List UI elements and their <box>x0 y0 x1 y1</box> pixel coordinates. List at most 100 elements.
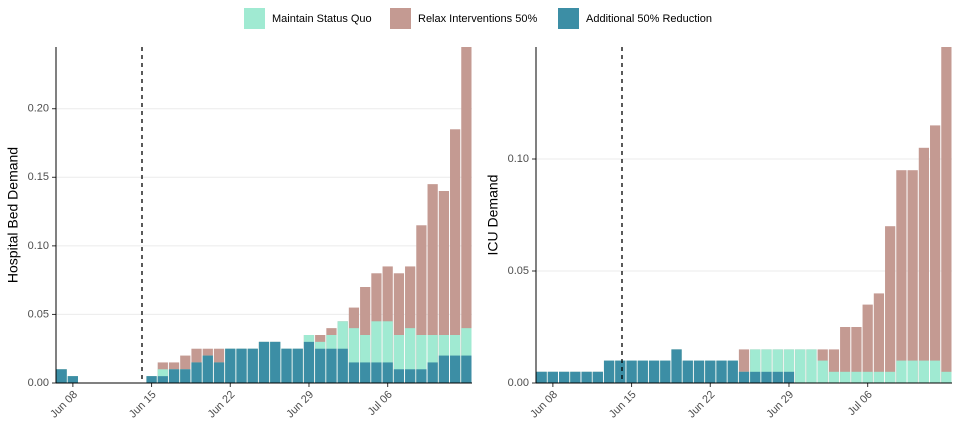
bar <box>862 304 873 383</box>
bar <box>371 362 382 383</box>
bar <box>918 360 930 383</box>
y-tick-label: 0.00 <box>28 377 49 389</box>
bar <box>146 376 157 383</box>
bar <box>258 341 270 383</box>
legend-swatch <box>244 8 265 29</box>
bar <box>157 376 168 383</box>
bar <box>840 371 851 383</box>
bar <box>592 371 603 383</box>
bar <box>581 371 592 383</box>
bar <box>615 360 626 383</box>
bar <box>660 360 671 383</box>
bar <box>416 369 427 383</box>
bar <box>337 348 348 383</box>
bar <box>416 225 427 383</box>
y-tick-label: 0.10 <box>508 153 529 165</box>
y-tick-label: 0.20 <box>28 103 49 115</box>
bar <box>840 327 851 383</box>
bar <box>885 226 896 383</box>
bar <box>930 360 941 383</box>
legend-swatch <box>558 8 579 29</box>
bar <box>828 349 840 383</box>
x-tick-label: Jun 15 <box>607 389 639 421</box>
bar <box>693 360 705 383</box>
x-tick-label: Jul 06 <box>846 389 875 418</box>
bar <box>382 321 393 383</box>
bar <box>750 349 761 383</box>
bar <box>873 371 885 383</box>
bar <box>705 360 716 383</box>
bar <box>761 371 772 383</box>
y-tick-label: 0.10 <box>28 240 49 252</box>
x-tick-label: Jun 29 <box>284 389 316 421</box>
bar <box>427 335 438 383</box>
bar <box>348 362 360 383</box>
bar <box>896 360 907 383</box>
bar <box>393 369 405 383</box>
bar <box>558 371 570 383</box>
y-tick-label: 0.00 <box>508 377 529 389</box>
bar <box>405 266 416 383</box>
bar <box>461 47 472 383</box>
x-tick-label: Jun 08 <box>528 389 560 421</box>
bar <box>648 360 660 383</box>
bar <box>750 371 761 383</box>
bar <box>202 355 213 383</box>
bar <box>783 371 795 383</box>
bar <box>941 371 952 383</box>
bar <box>795 349 806 383</box>
y-tick-label: 0.05 <box>28 308 49 320</box>
legend-label: Relax Interventions 50% <box>418 13 537 25</box>
bar <box>536 371 547 383</box>
bar <box>405 369 416 383</box>
x-tick-label: Jun 08 <box>48 389 80 421</box>
bar <box>896 170 907 383</box>
bar <box>772 371 783 383</box>
x-tick-label: Jul 06 <box>366 389 395 418</box>
bar <box>907 170 918 383</box>
legend-swatch <box>390 8 411 29</box>
bar <box>393 335 405 383</box>
bar <box>817 360 828 383</box>
bar <box>236 348 247 383</box>
bar <box>427 362 438 383</box>
bar <box>405 328 416 383</box>
y-axis-title: ICU Demand <box>485 175 501 256</box>
bar <box>393 273 405 383</box>
bar <box>180 369 191 383</box>
bar <box>851 327 862 383</box>
bar <box>326 348 337 383</box>
legend-label: Additional 50% Reduction <box>586 13 712 25</box>
bar <box>918 147 930 383</box>
bar <box>382 362 393 383</box>
y-axis-title: Hospital Bed Demand <box>5 147 21 283</box>
bar <box>761 349 772 383</box>
y-tick-label: 0.15 <box>28 171 49 183</box>
bar <box>738 371 750 383</box>
bar <box>873 293 885 383</box>
bar <box>851 371 862 383</box>
x-tick-label: Jun 29 <box>764 389 796 421</box>
bar <box>450 129 461 383</box>
bar <box>450 355 461 383</box>
bar <box>570 371 581 383</box>
bar <box>907 360 918 383</box>
bar <box>213 362 225 383</box>
bar <box>626 360 637 383</box>
bar <box>67 376 78 383</box>
bar <box>438 355 450 383</box>
bar <box>603 360 615 383</box>
bar <box>806 349 817 383</box>
bar <box>416 335 427 383</box>
bar <box>360 335 371 383</box>
y-tick-label: 0.05 <box>508 265 529 277</box>
bar <box>461 355 472 383</box>
bar <box>671 349 682 383</box>
bar <box>270 341 281 383</box>
bar <box>225 348 236 383</box>
bar <box>862 371 873 383</box>
x-tick-label: Jun 22 <box>206 389 238 421</box>
bar <box>637 360 648 383</box>
bar <box>547 371 558 383</box>
